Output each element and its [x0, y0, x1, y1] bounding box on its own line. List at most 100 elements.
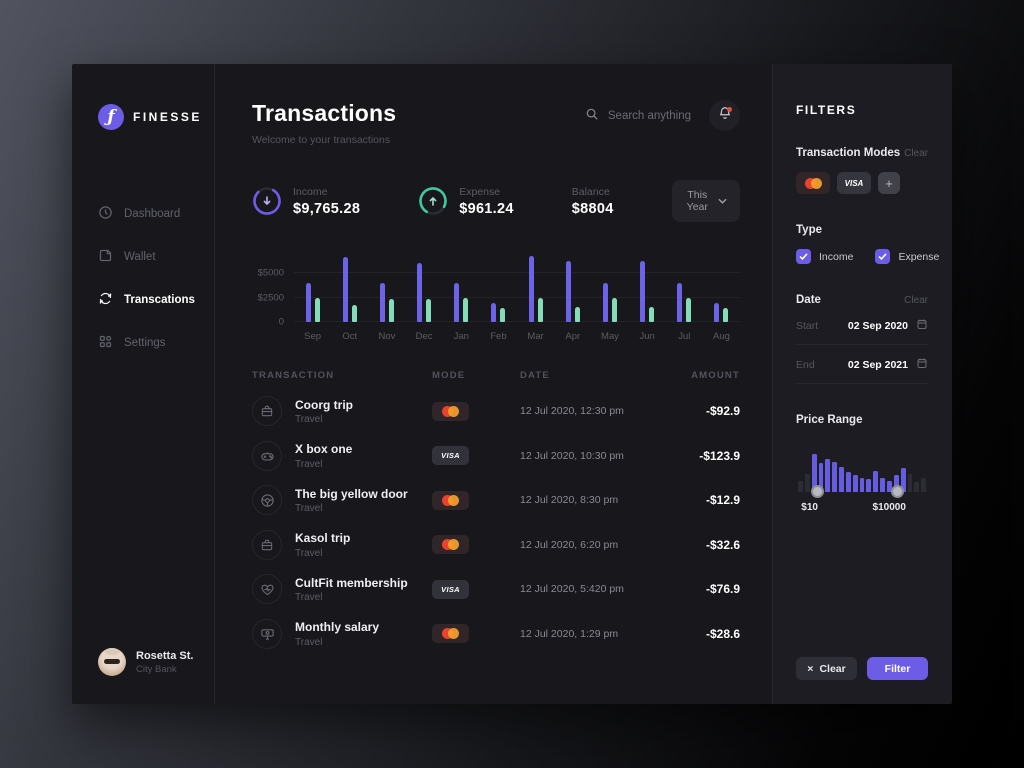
- txn-title: CultFit membership: [295, 575, 408, 590]
- bar-group-mar[interactable]: [517, 252, 554, 322]
- bar-group-dec[interactable]: [406, 252, 443, 322]
- avatar: [98, 648, 126, 676]
- txn-amount: -$76.9: [705, 582, 740, 597]
- income-bar: [491, 302, 497, 322]
- txn-date: 12 Jul 2020, 10:30 pm: [520, 449, 624, 462]
- bar-group-jul[interactable]: [666, 252, 703, 322]
- user-profile[interactable]: Rosetta St. City Bank: [98, 648, 214, 676]
- bar-group-sep[interactable]: [294, 252, 331, 322]
- balance-stat: Balance $8804: [572, 186, 614, 217]
- x-tick-label: Dec: [415, 331, 433, 342]
- mastercard-chip: [432, 535, 469, 555]
- table-row[interactable]: Monthly salary Travel 12 Jul 2020, 1:29 …: [252, 612, 740, 657]
- expense-stat: Expense $961.24: [418, 186, 514, 217]
- clear-modes-link[interactable]: Clear: [904, 148, 928, 159]
- user-bank: City Bank: [136, 663, 177, 675]
- txn-category: Travel: [295, 458, 323, 470]
- col-header-amount: AMOUNT: [691, 370, 740, 381]
- histogram-bar: [818, 463, 824, 492]
- period-value: This Year: [686, 189, 708, 213]
- income-bar: [565, 260, 571, 322]
- search-input[interactable]: Search anything: [585, 107, 691, 124]
- table-row[interactable]: Coorg trip Travel 12 Jul 2020, 12:30 pm …: [252, 389, 740, 434]
- clear-filters-button[interactable]: × Clear: [796, 657, 857, 680]
- end-label: End: [796, 359, 815, 371]
- clear-date-link[interactable]: Clear: [904, 295, 928, 306]
- search-placeholder: Search anything: [607, 109, 691, 122]
- sidebar-item-wallet[interactable]: Wallet: [98, 243, 214, 271]
- bar-group-may[interactable]: [591, 252, 628, 322]
- col-header-transaction: TRANSACTION: [252, 370, 335, 381]
- expense-checkbox[interactable]: Expense: [875, 249, 939, 264]
- bar-group-aug[interactable]: [703, 252, 740, 322]
- sidebar-item-transactions[interactable]: Transcations: [98, 286, 214, 314]
- page-title: Transactions: [252, 100, 397, 126]
- price-range-handle-max[interactable]: [891, 485, 905, 498]
- histogram-bar: [914, 482, 920, 492]
- bar-group-apr[interactable]: [554, 252, 591, 322]
- table-header-row: TRANSACTION MODE DATE AMOUNT: [252, 370, 740, 381]
- expense-bar: [351, 305, 357, 322]
- table-row[interactable]: Kasol trip Travel 12 Jul 2020, 6:20 pm -…: [252, 523, 740, 568]
- end-date-field[interactable]: End 02 Sep 2021: [796, 345, 928, 384]
- x-tick-label: Sep: [304, 331, 322, 342]
- apply-filter-button[interactable]: Filter: [867, 657, 928, 680]
- visa-icon: VISA: [441, 584, 460, 594]
- x-tick-label: Feb: [490, 331, 507, 342]
- mode-chips: VISA +: [796, 172, 928, 194]
- txn-title: Kasol trip: [295, 531, 351, 545]
- close-icon: ×: [807, 662, 814, 675]
- expense-value: $961.24: [459, 200, 514, 217]
- visa-filter-chip[interactable]: VISA: [837, 172, 871, 194]
- chart-x-axis: Sep Oct Nov Dec Jan Feb Mar Apr May Jun Jul Aug: [294, 331, 740, 342]
- clock-icon: [98, 205, 113, 223]
- period-dropdown[interactable]: This Year: [671, 180, 740, 222]
- expense-bar: [649, 307, 655, 322]
- briefcase-icon: [252, 396, 282, 427]
- txn-date: 12 Jul 2020, 1:29 pm: [520, 627, 619, 640]
- x-tick-label: May: [600, 331, 619, 342]
- expense-label: Expense: [459, 185, 501, 198]
- notifications-button[interactable]: [709, 100, 740, 131]
- bar-group-oct[interactable]: [331, 252, 368, 322]
- add-mode-button[interactable]: +: [878, 172, 900, 194]
- histogram-bar: [921, 478, 927, 492]
- bar-group-nov[interactable]: [368, 252, 405, 322]
- sidebar-item-settings[interactable]: Settings: [98, 329, 214, 357]
- price-range-handle-min[interactable]: [810, 485, 824, 498]
- expense-ring-icon: [418, 186, 448, 216]
- income-stat: Income $9,765.28: [252, 186, 360, 217]
- histogram-bar: [859, 477, 865, 492]
- sidebar-item-dashboard[interactable]: Dashboard: [98, 200, 214, 228]
- table-row[interactable]: CultFit membership Travel VISA 12 Jul 20…: [252, 567, 740, 612]
- txn-title: Monthly salary: [295, 620, 380, 634]
- sidebar-item-label: Dashboard: [124, 208, 181, 220]
- mastercard-filter-chip[interactable]: [796, 172, 830, 194]
- chevron-down-icon: [718, 195, 727, 207]
- expense-bar: [463, 297, 469, 322]
- table-row[interactable]: The big yellow door Travel 12 Jul 2020, …: [252, 478, 740, 523]
- visa-icon: VISA: [441, 451, 460, 461]
- x-tick-label: Oct: [342, 331, 358, 342]
- expense-bar: [388, 298, 394, 322]
- bar-group-jun[interactable]: [629, 252, 666, 322]
- income-checkbox[interactable]: Income: [796, 249, 853, 264]
- chart-plot: [294, 252, 740, 322]
- income-label: Income: [293, 185, 328, 198]
- start-date-field[interactable]: Start 02 Sep 2020: [796, 306, 928, 345]
- txn-title: X box one: [295, 442, 353, 456]
- mastercard-icon: [442, 494, 459, 506]
- transaction-modes-label: Transaction Modes: [796, 147, 901, 159]
- price-range-slider: [796, 452, 928, 498]
- filters-title: FILTERS: [796, 103, 857, 117]
- bar-group-feb[interactable]: [480, 252, 517, 322]
- histogram-bar: [866, 479, 872, 492]
- search-icon: [585, 107, 599, 124]
- bar-group-jan[interactable]: [443, 252, 480, 322]
- start-label: Start: [796, 320, 819, 332]
- txn-title: The big yellow door: [295, 486, 408, 501]
- table-row[interactable]: X box one Travel VISA 12 Jul 2020, 10:30…: [252, 434, 740, 479]
- balance-label: Balance: [571, 185, 610, 198]
- income-bar: [640, 260, 646, 322]
